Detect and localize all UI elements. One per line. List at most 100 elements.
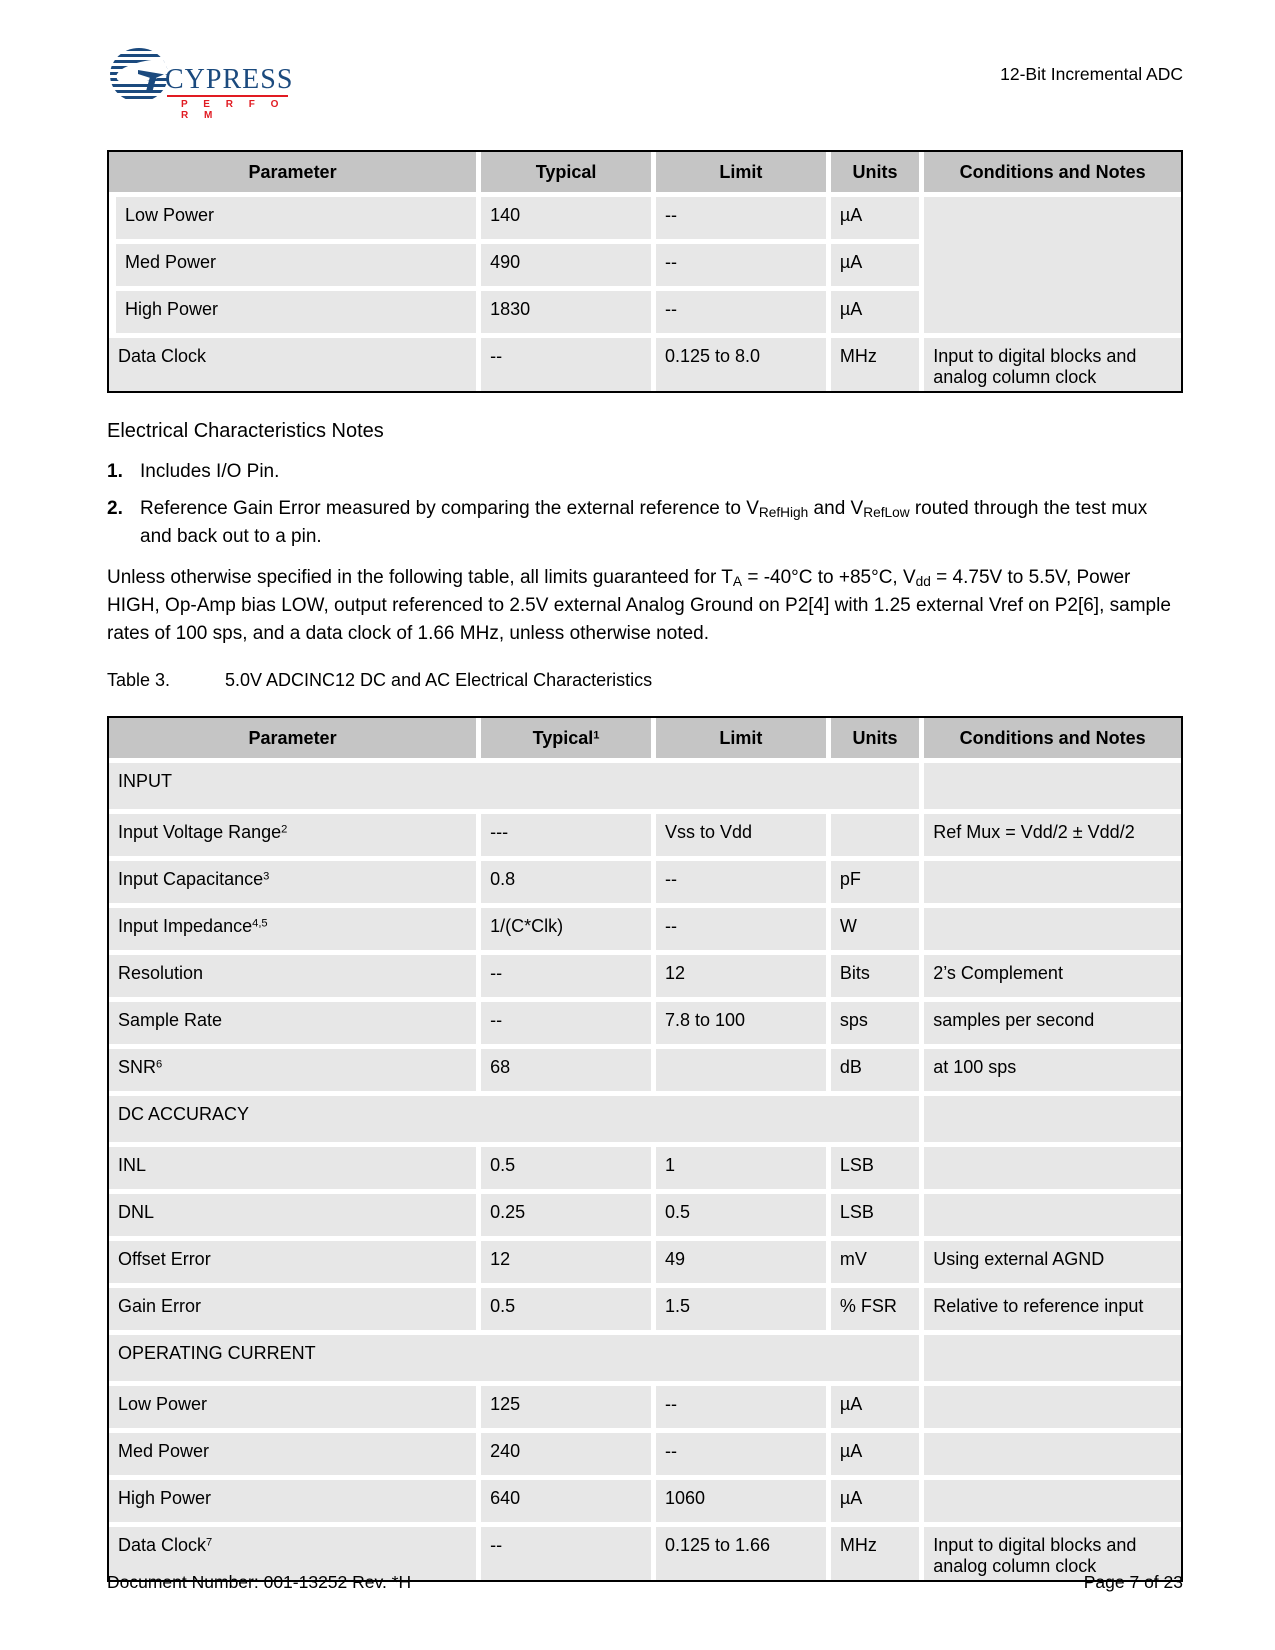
conditions-cell (924, 1433, 1181, 1480)
limit-cell: 12 (655, 955, 831, 1002)
typical-cell: 68 (481, 1049, 656, 1096)
typical-cell: 0.5 (481, 1288, 656, 1335)
limit-cell: -- (655, 291, 831, 338)
column-header: Limit (655, 152, 831, 197)
logo-rule (167, 95, 288, 97)
limit-cell: -- (655, 197, 831, 244)
units-cell: LSB (830, 1147, 925, 1194)
typical-cell: 0.25 (481, 1194, 656, 1241)
table3-caption-title: 5.0V ADCINC12 DC and AC Electrical Chara… (225, 670, 653, 690)
parameter-cell: Low Power (109, 1386, 482, 1433)
typical-cell: 1/(C*Clk) (481, 908, 656, 955)
typical-cell: -- (481, 955, 656, 1002)
parameter-cell: Input Impedance4,5 (109, 908, 482, 955)
table3-caption-label: Table 3. (107, 670, 171, 690)
units-cell: mV (830, 1241, 925, 1288)
limit-cell: -- (655, 244, 831, 291)
conditions-paragraph: Unless otherwise specified in the follow… (107, 564, 1183, 648)
table-row: Resolution -- 12 Bits 2’s Complement (109, 955, 1181, 1002)
text-segment: Reference Gain Error measured by compari… (140, 498, 759, 519)
parameter-cell: Data Clock (109, 338, 482, 391)
typical-cell: 140 (481, 197, 656, 244)
limit-cell: 49 (655, 1241, 831, 1288)
notes-section-title: Electrical Characteristics Notes (107, 420, 384, 442)
footer-page-number: Page 7 of 23 (1083, 1572, 1183, 1592)
table3-caption: Table 3. 5.0V ADCINC12 DC and AC Electric… (107, 670, 1183, 691)
limit-cell: 7.8 to 100 (655, 1002, 831, 1049)
superscript-note-ref: 4,5 (252, 917, 268, 930)
limit-cell: 0.125 to 8.0 (655, 338, 831, 391)
typical-cell: 240 (481, 1433, 656, 1480)
section-row: DC ACCURACY (109, 1096, 1181, 1147)
section-row: INPUT (109, 763, 1181, 814)
parameter-cell: Low Power (109, 197, 482, 244)
typical-cell: 640 (481, 1480, 656, 1527)
column-header: Conditions and Notes (924, 718, 1181, 763)
parameter-cell: DNL (109, 1194, 482, 1241)
units-cell: pF (830, 861, 925, 908)
parameter-cell: Input Capacitance3 (109, 861, 482, 908)
logo-tagline: P E R F O R M (181, 99, 285, 121)
table-row: Low Power 125 -- µA (109, 1386, 1181, 1433)
conditions-cell: samples per second (924, 1002, 1181, 1049)
text-segment: Includes I/O Pin. (140, 461, 280, 482)
conditions-cell: 2’s Complement (924, 955, 1181, 1002)
limit-cell: 0.5 (655, 1194, 831, 1241)
typical-cell: 0.5 (481, 1147, 656, 1194)
units-cell: W (830, 908, 925, 955)
column-header: Typical1 (481, 718, 656, 763)
column-header: Units (830, 152, 925, 197)
column-header: Typical (481, 152, 656, 197)
conditions-cell: Input to digital blocks and analog colum… (924, 1527, 1181, 1580)
conditions-cell (924, 1386, 1181, 1433)
section-label: DC ACCURACY (109, 1096, 925, 1147)
text-segment: routed through the test mux and back out… (140, 498, 1148, 547)
limit-cell: -- (655, 1433, 831, 1480)
conditions-cell (924, 1096, 1181, 1147)
table-row: Input Voltage Range2 --- Vss to Vdd Ref Mux… (109, 814, 1181, 861)
units-cell: µA (830, 244, 925, 291)
limit-cell: Vss to Vdd (655, 814, 831, 861)
table-row: INL 0.5 1 LSB (109, 1147, 1181, 1194)
table-row: DNL 0.25 0.5 LSB (109, 1194, 1181, 1241)
limit-cell: -- (655, 1386, 831, 1433)
table-row: Gain Error 0.5 1.5% FSR Relative to referen… (109, 1288, 1181, 1335)
parameter-cell: High Power (109, 291, 482, 338)
superscript-note-ref: 3 (263, 870, 270, 883)
typical-cell: 1830 (481, 291, 656, 338)
conditions-cell (924, 1480, 1181, 1527)
column-header: Limit (655, 718, 831, 763)
note-item: 2. Reference Gain Error measured by compa… (107, 495, 1183, 551)
typical-cell: 490 (481, 244, 656, 291)
limit-cell: 1.5 (655, 1288, 831, 1335)
page-footer: Document Number: 001-13252 Rev. *H Page … (107, 1572, 1183, 1593)
superscript-note-ref: 2 (281, 823, 288, 836)
electrical-characteristics-table: Parameter Typical1 Limit Units Conditions an… (107, 716, 1183, 1582)
table-header-row: Parameter Typical Limit Units Conditions and… (109, 152, 1181, 197)
parameter-cell: Med Power (109, 244, 482, 291)
typical-cell: --- (481, 814, 656, 861)
conditions-cell (924, 197, 1181, 338)
logo-brand-name: CYPRESS (165, 64, 294, 95)
limit-cell: 0.125 to 1.66 (655, 1527, 831, 1580)
conditions-cell (924, 861, 1181, 908)
units-cell: LSB (830, 1194, 925, 1241)
table-row: Data Clock -- 0.125 to 8.0 MHz Input to digi… (109, 338, 1181, 391)
conditions-cell: at 100 sps (924, 1049, 1181, 1096)
parameter-cell: Med Power (109, 1433, 482, 1480)
typical-cell: -- (481, 338, 656, 391)
conditions-cell (924, 763, 1181, 814)
table-row: Input Capacitance3 0.8 -- pF (109, 861, 1181, 908)
parameter-cell: Gain Error (109, 1288, 482, 1335)
units-cell: µA (830, 1433, 925, 1480)
section-label: OPERATING CURRENT (109, 1335, 925, 1386)
conditions-cell: Ref Mux = Vdd/2 ± Vdd/2 (924, 814, 1181, 861)
note-item: 1. Includes I/O Pin. (107, 458, 1183, 486)
text-segment: = 4.75V to 5.5V, Power HIGH, Op-Amp bias… (107, 567, 1171, 644)
conditions-cell (924, 1194, 1181, 1241)
parameter-cell: Sample Rate (109, 1002, 482, 1049)
column-header: Units (830, 718, 925, 763)
conditions-cell (924, 908, 1181, 955)
table-row: High Power 640 1060 µA (109, 1480, 1181, 1527)
section-row: OPERATING CURRENT (109, 1335, 1181, 1386)
